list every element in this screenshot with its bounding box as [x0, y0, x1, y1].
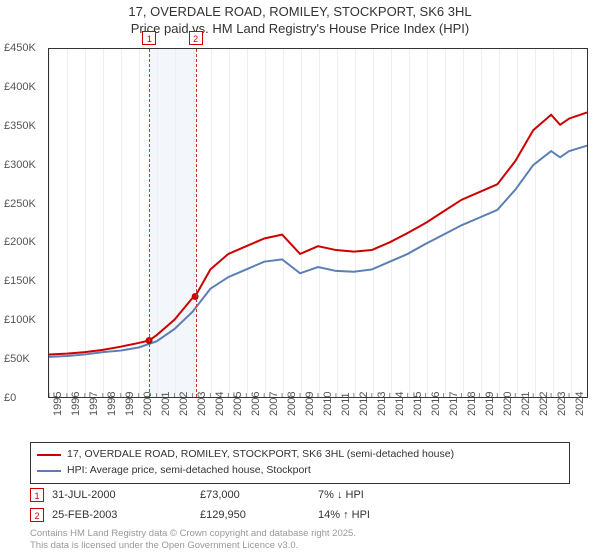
attribution-footer: Contains HM Land Registry data © Crown c…: [30, 528, 570, 553]
x-tick-label: 2023: [556, 392, 568, 416]
x-tick-label: 2003: [196, 392, 208, 416]
x-tick-label: 2020: [502, 392, 514, 416]
x-tick-label: 2010: [322, 392, 334, 416]
title-line-2: Price paid vs. HM Land Registry's House …: [0, 21, 600, 38]
series-property: [49, 112, 587, 354]
x-tick-label: 1999: [124, 392, 136, 416]
x-axis-labels: 1995199619971998199920002001200220032004…: [48, 400, 588, 440]
x-tick-label: 2019: [484, 392, 496, 416]
x-tick-label: 2012: [358, 392, 370, 416]
title-line-1: 17, OVERDALE ROAD, ROMILEY, STOCKPORT, S…: [0, 4, 600, 21]
y-tick-label: £100K: [4, 314, 36, 326]
x-tick-label: 2007: [268, 392, 280, 416]
series-hpi: [49, 146, 587, 357]
chart-legend: 17, OVERDALE ROAD, ROMILEY, STOCKPORT, S…: [30, 442, 570, 484]
sale-marker-box: 2: [189, 31, 203, 45]
chart-title: 17, OVERDALE ROAD, ROMILEY, STOCKPORT, S…: [0, 0, 600, 38]
legend-row-property: 17, OVERDALE ROAD, ROMILEY, STOCKPORT, S…: [37, 447, 563, 463]
sale-delta: 7% ↓ HPI: [318, 489, 428, 501]
x-tick-label: 2008: [286, 392, 298, 416]
sale-delta: 14% ↑ HPI: [318, 509, 428, 521]
x-tick-label: 2022: [538, 392, 550, 416]
footer-line-1: Contains HM Land Registry data © Crown c…: [30, 528, 570, 540]
legend-label: HPI: Average price, semi-detached house,…: [67, 463, 311, 479]
x-tick-label: 2017: [448, 392, 460, 416]
x-tick-label: 2013: [376, 392, 388, 416]
sale-row: 2 25-FEB-2003 £129,950 14% ↑ HPI: [30, 505, 570, 525]
sale-marker: 2: [30, 508, 44, 522]
legend-swatch: [37, 470, 61, 472]
price-chart: 12: [48, 48, 588, 398]
plot-svg: [49, 49, 587, 397]
x-tick-label: 2005: [232, 392, 244, 416]
x-tick-label: 2021: [520, 392, 532, 416]
x-tick-label: 2024: [574, 392, 586, 416]
x-tick-label: 1995: [52, 392, 64, 416]
sale-row: 1 31-JUL-2000 £73,000 7% ↓ HPI: [30, 485, 570, 505]
legend-row-hpi: HPI: Average price, semi-detached house,…: [37, 463, 563, 479]
sale-marker-box: 1: [142, 31, 156, 45]
legend-label: 17, OVERDALE ROAD, ROMILEY, STOCKPORT, S…: [67, 447, 454, 463]
y-tick-label: £200K: [4, 236, 36, 248]
sales-table: 1 31-JUL-2000 £73,000 7% ↓ HPI 2 25-FEB-…: [30, 485, 570, 525]
footer-line-2: This data is licensed under the Open Gov…: [30, 540, 570, 552]
x-tick-label: 2004: [214, 392, 226, 416]
sale-marker: 1: [30, 488, 44, 502]
y-tick-label: £350K: [4, 120, 36, 132]
y-tick-label: £400K: [4, 81, 36, 93]
x-tick-label: 2006: [250, 392, 262, 416]
y-tick-label: £50K: [4, 353, 30, 365]
sale-price: £73,000: [200, 489, 310, 501]
y-tick-label: £250K: [4, 198, 36, 210]
x-tick-label: 2015: [412, 392, 424, 416]
x-tick-label: 2016: [430, 392, 442, 416]
x-tick-label: 2002: [178, 392, 190, 416]
x-tick-label: 2001: [160, 392, 172, 416]
x-tick-label: 2011: [340, 392, 352, 416]
legend-swatch: [37, 454, 61, 456]
x-tick-label: 2014: [394, 392, 406, 416]
x-tick-label: 2009: [304, 392, 316, 416]
x-tick-label: 1996: [70, 392, 82, 416]
y-tick-label: £300K: [4, 159, 36, 171]
sale-price: £129,950: [200, 509, 310, 521]
x-tick-label: 1998: [106, 392, 118, 416]
y-tick-label: £0: [4, 392, 16, 404]
y-tick-label: £450K: [4, 42, 36, 54]
sale-date: 31-JUL-2000: [52, 489, 192, 501]
x-tick-label: 1997: [88, 392, 100, 416]
sale-date: 25-FEB-2003: [52, 509, 192, 521]
y-tick-label: £150K: [4, 275, 36, 287]
x-tick-label: 2018: [466, 392, 478, 416]
x-tick-label: 2000: [142, 392, 154, 416]
